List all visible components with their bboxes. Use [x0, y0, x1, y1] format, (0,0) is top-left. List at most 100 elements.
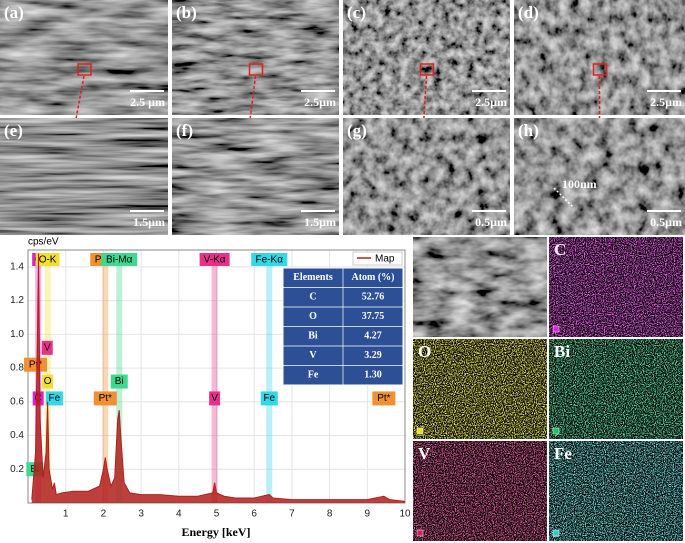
y-tick-label: 1.2 — [10, 295, 24, 306]
peak-label-box — [35, 253, 60, 266]
peak-label-box — [199, 253, 230, 266]
element-maps: C O Bi V Fe — [413, 237, 683, 541]
map-signal — [549, 237, 683, 337]
y-tick-label: 1.4 — [10, 262, 24, 273]
peak-band — [266, 260, 273, 503]
table-cell: 1.30 — [364, 370, 382, 381]
sem-panel: (g) 0.5µm — [343, 118, 510, 235]
marker-label: V — [44, 342, 51, 353]
peak-label: Fe-Kα — [256, 255, 284, 266]
map-label: V — [418, 444, 431, 463]
marker-label: O — [44, 376, 52, 387]
map-marker — [552, 325, 560, 333]
legend-box — [352, 251, 403, 266]
y-tick-label: 0.8 — [10, 363, 24, 374]
table-cell: 3.29 — [364, 350, 382, 361]
marker-label: Fe — [263, 393, 275, 404]
zoom-arrow — [421, 75, 428, 141]
map-label: C — [554, 240, 566, 259]
table-cell: V — [309, 350, 317, 361]
zoom-box — [248, 63, 264, 76]
spectrum-line — [31, 253, 406, 502]
marker-label: V — [211, 393, 218, 404]
legend-label: Map — [375, 254, 395, 265]
map-marker — [416, 529, 424, 537]
marker-box — [42, 374, 54, 389]
x-tick-label: 10 — [399, 509, 411, 520]
marker-box — [93, 391, 117, 406]
x-tick-label: 6 — [251, 509, 257, 520]
table-cell: Elements — [293, 272, 333, 283]
scale-label: 2.5µm — [650, 95, 682, 109]
scale-label: 1.5µm — [304, 215, 336, 229]
zoom-box — [592, 63, 608, 76]
panel-label: (h) — [518, 121, 539, 140]
map-marker — [416, 427, 424, 435]
panel-label: (c) — [347, 3, 366, 22]
map-signal — [549, 441, 683, 541]
peak-label: O-K — [39, 255, 57, 266]
panel-label: (b) — [176, 3, 197, 22]
peak-label: Bi-Mα — [106, 255, 133, 266]
marker-box — [110, 374, 128, 389]
composition-table: Elements Atom (%) C 52.76 O 37.75 Bi 4.27 V 3.29 F… — [282, 267, 404, 386]
sem-panel: (f) 1.5µm — [172, 118, 339, 235]
sem-panel: (e) 1.5µm — [0, 118, 168, 235]
peak-band — [102, 260, 109, 503]
x-tick-label: 1 — [63, 509, 69, 520]
table-cell: 4.27 — [364, 331, 382, 342]
sem-image — [172, 0, 339, 115]
panel-label: (g) — [347, 121, 367, 140]
table-cell: 37.75 — [362, 311, 385, 322]
sem-panel: (a) 2.5 µm — [0, 0, 168, 141]
sem-image — [343, 118, 510, 235]
zoom-arrow — [246, 75, 257, 141]
sem-image — [0, 118, 168, 235]
map-label: O — [418, 342, 431, 361]
x-tick-label: 2 — [101, 509, 107, 520]
peak-label-box — [101, 253, 138, 266]
y-axis-label: cps/eV — [28, 237, 59, 248]
sem-panel: (b) 2.5µm — [172, 0, 339, 141]
map-sem-image — [413, 237, 547, 337]
panel-label: (d) — [518, 3, 539, 22]
zoom-arrow — [71, 75, 85, 141]
peak-label-box — [251, 253, 288, 266]
size-marker — [553, 187, 575, 209]
zoom-box — [419, 63, 435, 76]
x-tick-label: 7 — [289, 509, 295, 520]
size-label: 100nm — [562, 177, 597, 191]
sem-image — [514, 118, 685, 235]
marker-box — [24, 357, 48, 372]
map-marker — [552, 529, 560, 537]
table-cell: O — [309, 311, 317, 322]
scale-label: 2.5 µm — [130, 95, 165, 109]
map-marker — [552, 427, 560, 435]
scale-label: 0.5µm — [650, 215, 682, 229]
x-tick-label: 8 — [327, 509, 333, 520]
marker-box — [41, 340, 53, 355]
marker-label: Fe — [49, 393, 61, 404]
marker-box — [45, 391, 63, 406]
panel-label: (a) — [4, 3, 24, 22]
map-signal — [413, 441, 547, 541]
panel-label: (e) — [4, 121, 23, 140]
sem-panel: (c) 2.5µm — [343, 0, 510, 141]
eds-spectrum: cps/eV Energy [keV] 0.2 0.4 0.6 0.8 1.0 1.2 1.… — [0, 237, 411, 543]
sem-image — [172, 118, 339, 235]
peak-band — [211, 260, 218, 503]
y-tick-label: 1.0 — [10, 329, 24, 340]
x-axis-label: Energy [keV] — [182, 525, 251, 539]
sem-panels: (a) 2.5 µm (b) 2.5µm (c) 2.5µm (d) 2.5µm (e) 1.5µ… — [0, 0, 685, 235]
x-tick-label: 4 — [176, 509, 182, 520]
marker-box — [372, 391, 396, 406]
y-tick-label: 0.2 — [10, 464, 24, 475]
panel-label: (f) — [176, 121, 193, 140]
map-signal — [549, 339, 683, 439]
table-cell: C — [309, 292, 316, 303]
map-signal — [413, 339, 547, 439]
marker-box — [260, 391, 278, 406]
sem-panel: (h) 0.5µm — [514, 118, 685, 235]
table-cell: 52.76 — [362, 292, 385, 303]
